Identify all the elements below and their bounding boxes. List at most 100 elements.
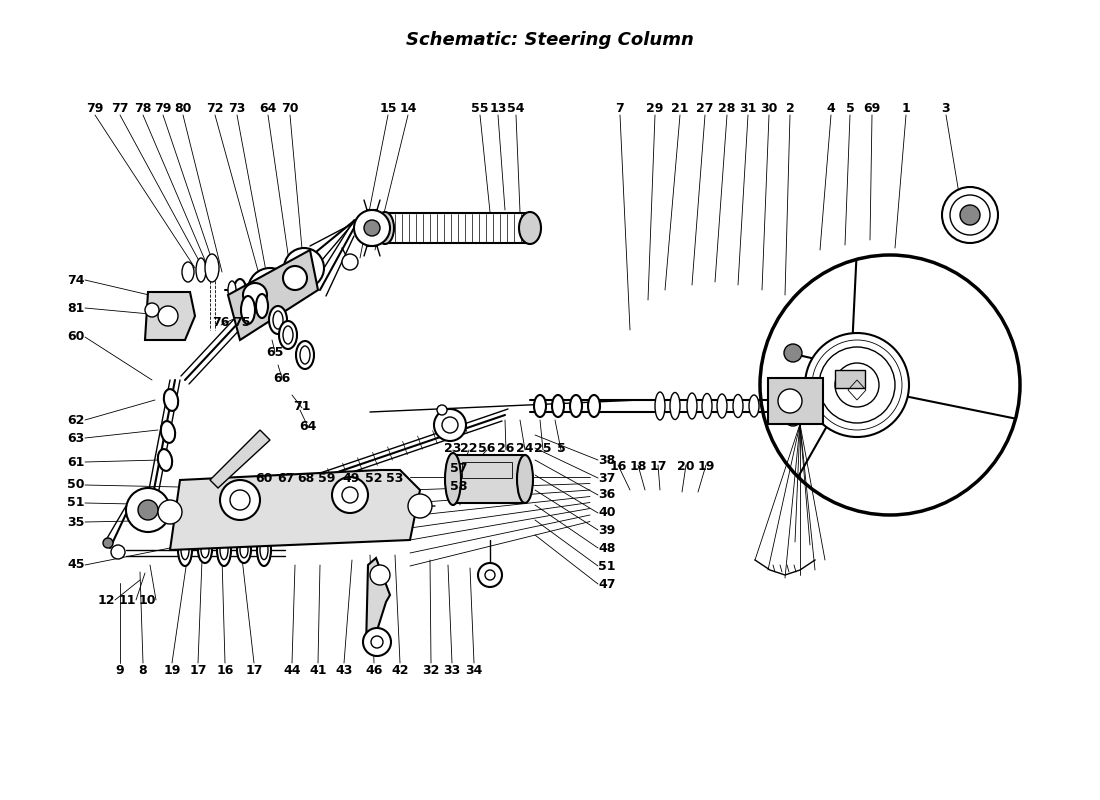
Text: 81: 81 — [67, 302, 85, 314]
Text: 45: 45 — [67, 558, 85, 571]
Text: 57: 57 — [450, 462, 468, 474]
Ellipse shape — [220, 541, 228, 560]
Circle shape — [260, 280, 280, 300]
Circle shape — [784, 408, 802, 426]
Circle shape — [138, 500, 158, 520]
Text: 23: 23 — [444, 442, 462, 454]
Text: 46: 46 — [365, 663, 383, 677]
Circle shape — [434, 409, 466, 441]
Ellipse shape — [228, 281, 236, 299]
Text: 35: 35 — [67, 515, 85, 529]
Ellipse shape — [257, 534, 271, 566]
Text: 60: 60 — [67, 330, 85, 343]
Circle shape — [243, 283, 267, 307]
Text: 39: 39 — [598, 523, 615, 537]
Text: 70: 70 — [282, 102, 299, 114]
Text: 19: 19 — [163, 663, 180, 677]
Text: 2: 2 — [785, 102, 794, 114]
Text: 50: 50 — [67, 478, 85, 491]
Circle shape — [111, 545, 125, 559]
Text: 1: 1 — [902, 102, 911, 114]
Ellipse shape — [217, 534, 231, 566]
Text: 73: 73 — [229, 102, 245, 114]
Text: 5: 5 — [557, 442, 565, 454]
Circle shape — [126, 488, 170, 532]
Ellipse shape — [552, 395, 564, 417]
Circle shape — [220, 480, 260, 520]
Ellipse shape — [654, 392, 666, 420]
Ellipse shape — [240, 542, 248, 558]
Ellipse shape — [688, 393, 697, 419]
Text: 78: 78 — [134, 102, 152, 114]
Ellipse shape — [205, 254, 219, 282]
Text: 20: 20 — [678, 461, 695, 474]
Ellipse shape — [296, 341, 314, 369]
Text: 77: 77 — [111, 102, 129, 114]
Circle shape — [478, 563, 502, 587]
Polygon shape — [210, 430, 270, 488]
Ellipse shape — [178, 534, 192, 566]
Circle shape — [960, 205, 980, 225]
Text: 19: 19 — [697, 461, 715, 474]
Circle shape — [778, 389, 802, 413]
Circle shape — [942, 187, 998, 243]
Text: 75: 75 — [233, 317, 251, 330]
Text: 71: 71 — [294, 401, 310, 414]
Circle shape — [805, 333, 909, 437]
Text: 64: 64 — [260, 102, 277, 114]
Ellipse shape — [588, 395, 600, 417]
Text: 51: 51 — [67, 497, 85, 510]
Circle shape — [283, 266, 307, 290]
Text: 37: 37 — [598, 471, 615, 485]
Circle shape — [950, 195, 990, 235]
Ellipse shape — [256, 294, 268, 318]
Circle shape — [784, 344, 802, 362]
Text: 29: 29 — [647, 102, 663, 114]
Text: 33: 33 — [443, 663, 461, 677]
Text: 32: 32 — [422, 663, 440, 677]
Text: 52: 52 — [365, 471, 383, 485]
Text: 67: 67 — [277, 471, 295, 485]
Ellipse shape — [270, 306, 287, 334]
Text: 61: 61 — [67, 455, 85, 469]
Circle shape — [437, 405, 447, 415]
Text: 24: 24 — [516, 442, 534, 454]
Circle shape — [364, 220, 380, 236]
Ellipse shape — [157, 449, 173, 471]
Text: 56: 56 — [478, 442, 496, 454]
Text: 30: 30 — [760, 102, 778, 114]
Circle shape — [145, 303, 160, 317]
Text: 21: 21 — [671, 102, 689, 114]
Circle shape — [363, 628, 390, 656]
Circle shape — [408, 494, 432, 518]
Text: 17: 17 — [189, 663, 207, 677]
Circle shape — [296, 260, 312, 276]
Ellipse shape — [570, 395, 582, 417]
Ellipse shape — [273, 311, 283, 329]
Circle shape — [158, 500, 182, 524]
Ellipse shape — [236, 537, 251, 563]
Text: 17: 17 — [649, 461, 667, 474]
Circle shape — [442, 417, 458, 433]
Polygon shape — [366, 558, 390, 648]
Text: Schematic: Steering Column: Schematic: Steering Column — [406, 31, 694, 49]
Text: 12: 12 — [98, 594, 116, 606]
Circle shape — [332, 477, 368, 513]
Text: 16: 16 — [609, 461, 627, 474]
Text: 79: 79 — [154, 102, 172, 114]
Ellipse shape — [182, 262, 194, 282]
Text: 34: 34 — [465, 663, 483, 677]
Text: 76: 76 — [212, 317, 230, 330]
Bar — [835, 370, 865, 388]
Circle shape — [835, 363, 879, 407]
Text: 4: 4 — [826, 102, 835, 114]
Circle shape — [371, 636, 383, 648]
Ellipse shape — [234, 279, 246, 301]
Polygon shape — [170, 470, 420, 550]
Ellipse shape — [300, 346, 310, 364]
Ellipse shape — [717, 394, 727, 418]
Text: 13: 13 — [490, 102, 507, 114]
Text: 27: 27 — [696, 102, 714, 114]
Text: 5: 5 — [846, 102, 855, 114]
Text: 9: 9 — [116, 663, 124, 677]
